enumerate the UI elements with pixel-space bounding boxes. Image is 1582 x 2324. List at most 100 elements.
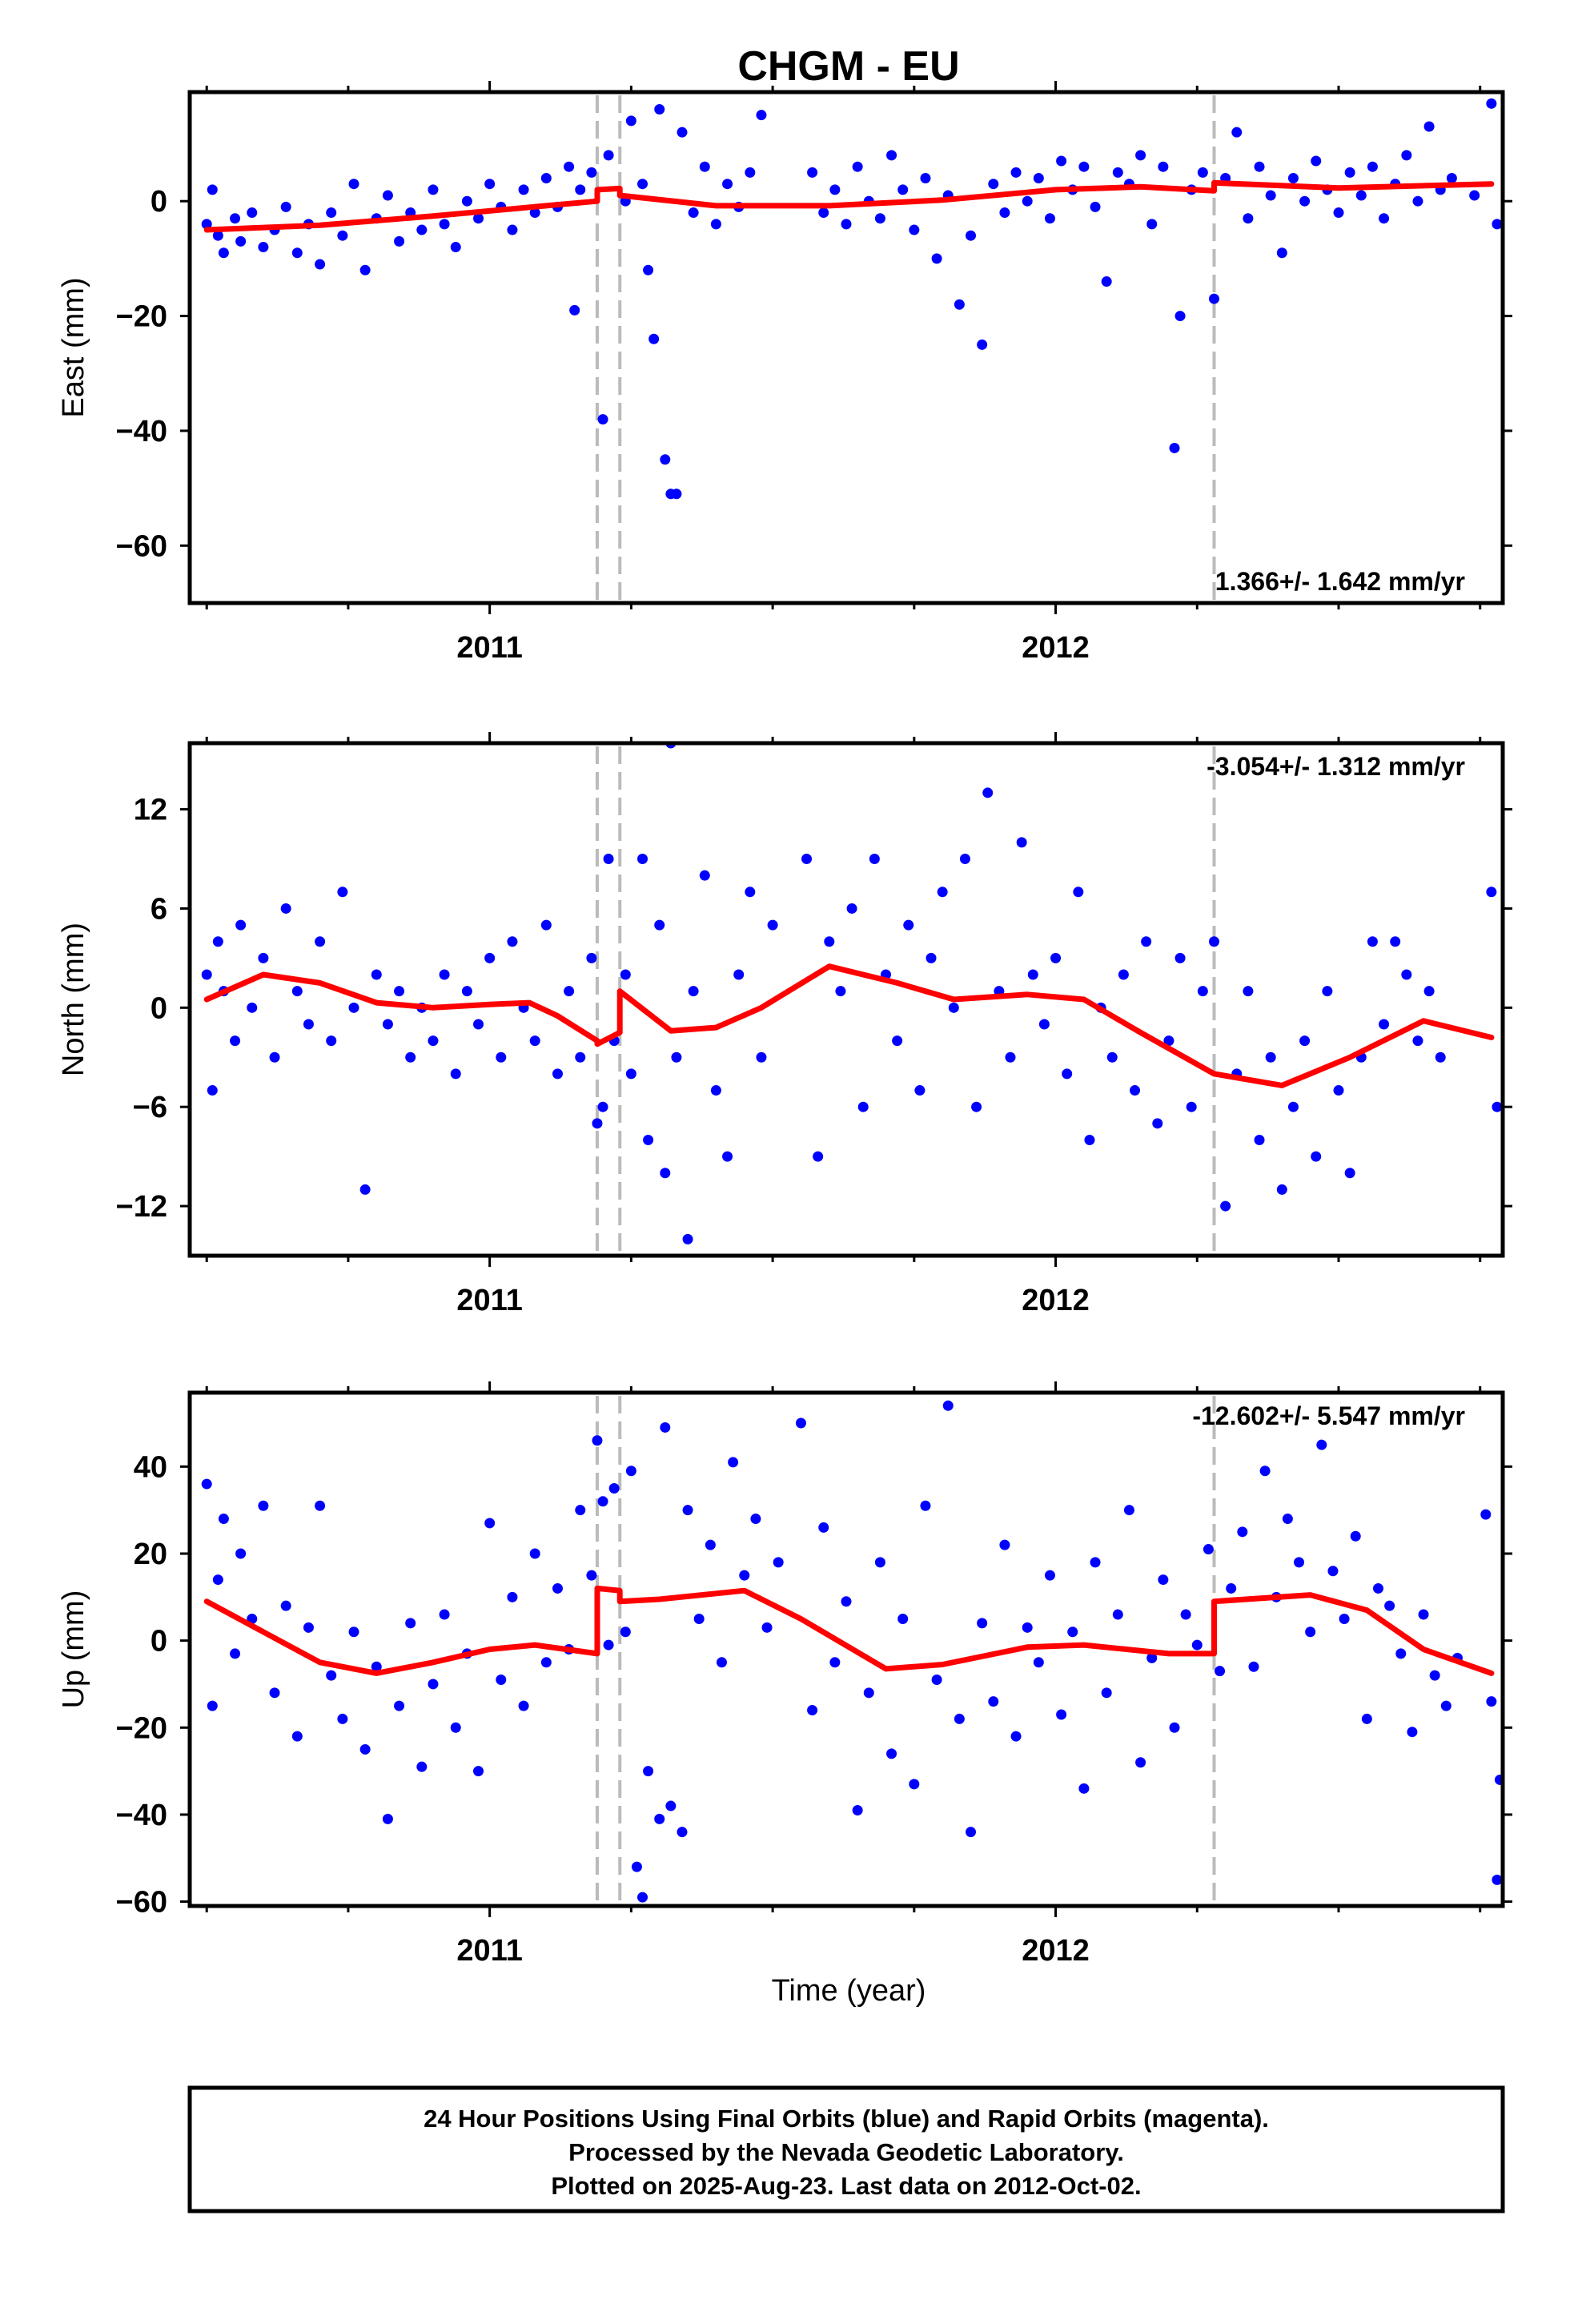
- up-data-point: [230, 1648, 241, 1659]
- north-data-point: [507, 936, 518, 947]
- up-data-point: [235, 1548, 247, 1559]
- north-data-point: [1276, 1184, 1287, 1195]
- up-data-point: [1407, 1727, 1418, 1738]
- north-data-point: [1344, 1168, 1355, 1179]
- north-data-point: [903, 919, 914, 931]
- up-data-point: [1305, 1626, 1316, 1638]
- east-data-point: [699, 161, 710, 172]
- up-data-point: [852, 1804, 863, 1815]
- east-data-point: [218, 247, 229, 259]
- up-data-point: [1294, 1557, 1305, 1568]
- up-data-point: [1429, 1670, 1440, 1681]
- up-data-point: [631, 1861, 642, 1872]
- up-data-point: [1010, 1731, 1022, 1742]
- up-x-tick-label: 2012: [1022, 1934, 1090, 1968]
- north-y-axis-label: North (mm): [57, 923, 90, 1076]
- north-data-point: [280, 903, 291, 914]
- up-data-point: [1067, 1626, 1078, 1638]
- north-data-point: [722, 1151, 733, 1162]
- up-data-point: [931, 1675, 942, 1686]
- east-data-point: [484, 179, 496, 190]
- north-data-point: [654, 919, 665, 931]
- east-data-point: [886, 150, 897, 161]
- up-y-tick-label: 20: [134, 1538, 167, 1571]
- north-data-point: [461, 986, 472, 997]
- east-data-point: [1135, 150, 1146, 161]
- north-data-point: [303, 1019, 314, 1030]
- up-data-point: [1350, 1530, 1361, 1542]
- up-data-point: [795, 1417, 806, 1429]
- east-data-point: [818, 207, 829, 219]
- up-data-point: [1180, 1609, 1191, 1620]
- north-data-point: [269, 1051, 280, 1063]
- north-data-point: [496, 1051, 507, 1063]
- up-data-point: [620, 1626, 631, 1638]
- north-data-point: [688, 986, 699, 997]
- east-data-point: [518, 184, 529, 195]
- east-y-tick-label: 0: [151, 185, 167, 219]
- up-data-point: [807, 1705, 818, 1716]
- north-data-point: [1322, 986, 1333, 997]
- up-data-point: [1090, 1557, 1101, 1568]
- east-data-point: [1379, 213, 1390, 224]
- east-data-point: [1208, 293, 1219, 304]
- up-data-point: [1418, 1609, 1429, 1620]
- north-data-point: [813, 1151, 824, 1162]
- north-data-point: [671, 1051, 682, 1063]
- up-y-tick-label: −60: [116, 1886, 167, 1920]
- north-data-point: [564, 986, 575, 997]
- north-data-point: [948, 1002, 959, 1013]
- up-rate-label: -12.602+/- 5.547 mm/yr: [1192, 1401, 1465, 1430]
- north-data-point: [1174, 952, 1186, 963]
- east-data-point: [1010, 167, 1022, 178]
- east-data-point: [428, 184, 439, 195]
- north-x-tick-label: 2011: [456, 1284, 522, 1317]
- east-data-point: [230, 213, 241, 224]
- up-data-point: [382, 1813, 393, 1824]
- north-data-point: [586, 952, 597, 963]
- east-data-point: [920, 173, 931, 184]
- north-data-point: [1141, 936, 1152, 947]
- up-y-tick-label: 0: [151, 1625, 167, 1659]
- east-data-point: [1231, 127, 1243, 138]
- east-data-point: [1311, 155, 1322, 167]
- east-data-point: [1101, 276, 1112, 287]
- up-data-point: [977, 1618, 988, 1629]
- north-data-point: [552, 1068, 563, 1080]
- x-axis-label: Time (year): [772, 1974, 926, 2008]
- east-data-point: [603, 150, 614, 161]
- up-data-point: [315, 1500, 326, 1511]
- up-data-point: [1112, 1609, 1123, 1620]
- east-data-point: [909, 224, 920, 235]
- up-data-point: [637, 1892, 648, 1903]
- east-data-point: [586, 167, 597, 178]
- east-data-point: [280, 201, 291, 212]
- east-x-tick-label: 2012: [1022, 631, 1090, 665]
- east-data-point: [212, 230, 223, 241]
- north-y-tick-label: −6: [133, 1091, 167, 1124]
- up-data-point: [1259, 1466, 1271, 1477]
- east-y-tick-label: −60: [116, 529, 167, 563]
- east-data-point: [654, 104, 665, 115]
- east-data-point: [315, 259, 326, 270]
- north-data-point: [230, 1035, 241, 1047]
- north-data-point: [745, 887, 756, 898]
- north-data-point: [1299, 1035, 1311, 1047]
- north-data-point: [1492, 1101, 1503, 1112]
- up-data-point: [450, 1722, 461, 1733]
- east-data-point: [648, 333, 660, 344]
- up-data-point: [1237, 1526, 1248, 1538]
- north-data-point: [1062, 1068, 1073, 1080]
- up-data-point: [207, 1700, 218, 1711]
- east-data-point: [931, 253, 942, 264]
- north-data-point: [247, 1002, 258, 1013]
- up-data-point: [280, 1600, 291, 1611]
- north-data-point: [1220, 1200, 1231, 1212]
- up-data-point: [920, 1500, 931, 1511]
- east-data-point: [1090, 201, 1101, 212]
- footer-line-2: Processed by the Nevada Geodetic Laborat…: [568, 2138, 1124, 2166]
- east-data-point: [1158, 161, 1169, 172]
- east-data-point: [852, 161, 863, 172]
- east-data-point: [1492, 219, 1503, 230]
